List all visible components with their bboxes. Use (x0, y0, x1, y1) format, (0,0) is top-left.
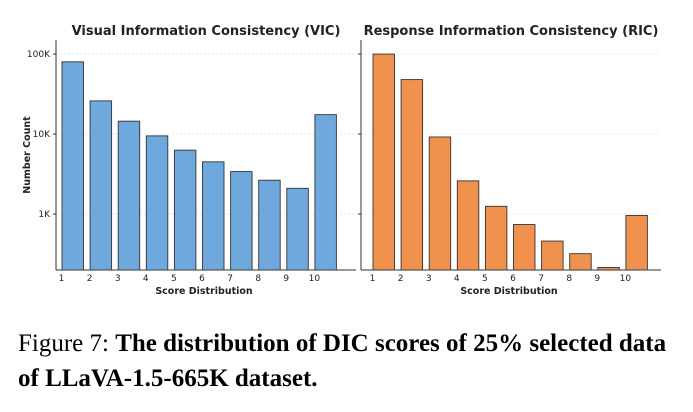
bar-3 (117, 120, 141, 271)
bar-5 (173, 149, 197, 271)
x-tick-label: 2 (398, 274, 404, 284)
x-tick-label: 10 (309, 274, 321, 284)
x-axis-label: Score Distribution (460, 286, 558, 297)
x-tick-label: 2 (87, 274, 93, 284)
x-tick-label: 8 (566, 274, 572, 284)
x-axis-label: Score Distribution (155, 286, 253, 297)
bar-1 (61, 61, 84, 271)
caption-label: Figure 7: (18, 330, 109, 357)
x-tick-label: 9 (594, 274, 600, 284)
chart-panel-1: Visual Information Consistency (VIC) 1K 10… (22, 24, 356, 297)
bar-4 (456, 180, 480, 271)
bar-2 (400, 79, 424, 271)
bar-9 (597, 267, 620, 271)
bar-5 (484, 205, 508, 271)
y-tick-label: 1K (38, 210, 51, 220)
x-tick-label: 1 (59, 274, 65, 284)
x-tick-label: 6 (510, 274, 516, 284)
bar-1 (372, 53, 395, 271)
x-tick-label: 9 (283, 274, 289, 284)
chart-title: Visual Information Consistency (VIC) (72, 24, 341, 39)
y-tick-label: 10K (33, 130, 51, 140)
bar-8 (258, 179, 281, 271)
bar-8 (569, 253, 592, 271)
bar-6 (202, 161, 225, 271)
x-tick-label: 4 (143, 274, 149, 284)
x-tick-label: 5 (482, 274, 488, 284)
x-tick-label: 7 (538, 274, 544, 284)
dic-score-charts: Visual Information Consistency (VIC) 1K 10… (22, 24, 661, 297)
bar-10 (625, 215, 648, 271)
x-tick-label: 1 (370, 274, 376, 284)
bar-10 (314, 114, 337, 271)
bar-9 (286, 187, 309, 271)
y-tick-label: 100K (27, 50, 51, 60)
chart-title: Response Information Consistency (RIC) (364, 24, 659, 39)
x-tick-label: 7 (227, 274, 233, 284)
x-tick-label: 3 (115, 274, 121, 284)
figure-caption: Figure 7: The distribution of DIC scores… (18, 326, 678, 396)
chart-panel-2: Response Information Consistency (RIC) 1 2… (358, 24, 661, 297)
y-axis-label: Number Count (22, 116, 33, 194)
x-tick-label: 5 (171, 274, 177, 284)
caption-text: The distribution of DIC scores of 25% se… (18, 330, 667, 392)
x-tick-label: 8 (255, 274, 261, 284)
bar-4 (145, 135, 169, 271)
bar-2 (89, 100, 113, 271)
bar-7 (541, 240, 564, 271)
x-tick-label: 4 (454, 274, 460, 284)
x-tick-label: 10 (620, 274, 632, 284)
x-tick-label: 3 (426, 274, 432, 284)
bar-3 (428, 136, 452, 271)
bar-7 (230, 171, 253, 271)
bar-6 (513, 224, 536, 271)
x-tick-label: 6 (199, 274, 205, 284)
